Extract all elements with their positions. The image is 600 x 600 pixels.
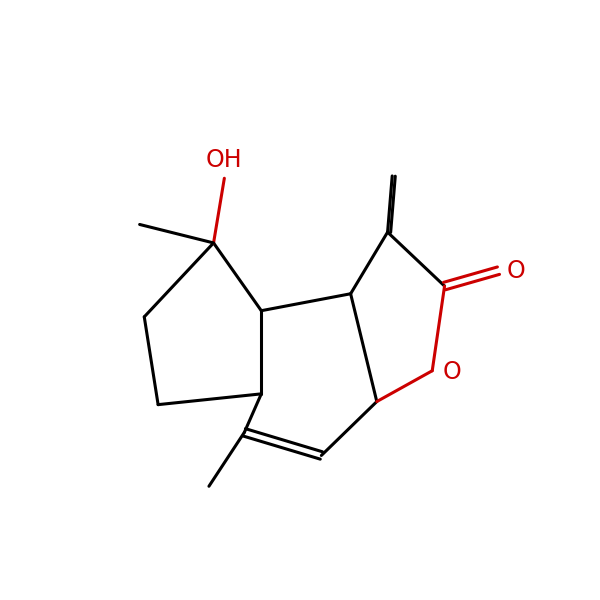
Text: O: O [506,259,525,283]
Text: O: O [443,360,462,385]
Text: OH: OH [206,148,242,172]
